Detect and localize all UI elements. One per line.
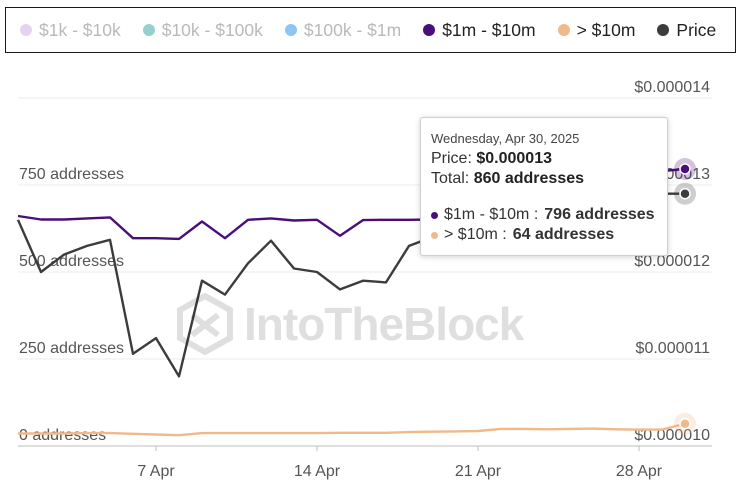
hover-marker	[679, 163, 691, 175]
y-left-tick-label: 750 addresses	[19, 166, 124, 183]
legend-item-1m-10m[interactable]: $1m - $10m	[423, 19, 536, 41]
legend-dot	[284, 24, 297, 36]
legend-label: $1k - $10k	[39, 19, 121, 40]
tooltip-series-label: $1m - $10m :	[444, 206, 539, 223]
tooltip-date: Wednesday, Apr 30, 2025	[431, 131, 580, 146]
legend-label: $100k - $1m	[303, 19, 402, 40]
tooltip-series-label: > $10m :	[444, 226, 507, 243]
legend-item-over-10m[interactable]: > $10m	[557, 19, 636, 41]
tooltip-price-label: Price:	[431, 150, 472, 167]
y-left-tick-label: 250 addresses	[19, 340, 124, 357]
legend-label: Price	[676, 19, 717, 40]
hover-marker	[679, 417, 691, 430]
hover-marker	[679, 187, 691, 200]
tooltip-series-dot	[431, 211, 438, 219]
legend-label: > $10m	[576, 19, 636, 40]
tooltip-total-label: Total:	[431, 170, 470, 187]
x-tick-label: 21 Apr	[455, 463, 502, 480]
legend-dot	[557, 24, 570, 36]
tooltip-total-row: Total: 860 addresses	[431, 169, 657, 189]
tooltip-series-value: 64 addresses	[512, 226, 615, 243]
y-right-tick-label: $0.000011	[636, 340, 711, 357]
tooltip-series-row: > $10m : 64 addresses	[431, 225, 657, 245]
tooltip-series-value: 796 addresses	[544, 206, 655, 223]
x-tick-label: 28 Apr	[616, 463, 663, 480]
legend-label: $1m - $10m	[442, 19, 536, 40]
x-tick-label: 7 Apr	[137, 463, 175, 480]
legend-dot	[657, 24, 670, 36]
y-right-tick-label: $0.000012	[634, 253, 710, 270]
tooltip-price-row: Price: $0.000013	[431, 149, 657, 169]
legend-item-100k-1m[interactable]: $100k - $1m	[284, 19, 402, 41]
y-left-tick-label: 500 addresses	[19, 253, 124, 270]
legend-item-1k-10k[interactable]: $1k - $10k	[20, 20, 121, 41]
tooltip-price-value: $0.000013	[476, 150, 552, 167]
tooltip-total-value: 860 addresses	[473, 170, 585, 187]
chart-tooltip: Wednesday, Apr 30, 2025 Price: $0.000013…	[420, 117, 668, 256]
y-right-tick-label: $0.000010	[634, 427, 710, 444]
legend-item-price[interactable]: Price	[657, 20, 716, 41]
legend-dot	[423, 24, 436, 36]
y-left-tick-label: 0 addresses	[19, 427, 106, 444]
chart-legend: $1k - $10k $10k - $100k $100k - $1m $1m …	[5, 7, 736, 53]
legend-item-10k-100k[interactable]: $10k - $100k	[142, 19, 263, 41]
legend-dot	[142, 24, 155, 36]
legend-dot	[20, 24, 32, 36]
series-line--10m	[18, 422, 686, 437]
tooltip-series-dot	[431, 231, 438, 239]
legend-label: $10k - $100k	[161, 19, 263, 40]
y-right-tick-label: $0.000014	[634, 79, 710, 96]
tooltip-series-row: $1m - $10m : 796 addresses	[431, 205, 657, 225]
x-tick-label: 14 Apr	[294, 463, 341, 480]
